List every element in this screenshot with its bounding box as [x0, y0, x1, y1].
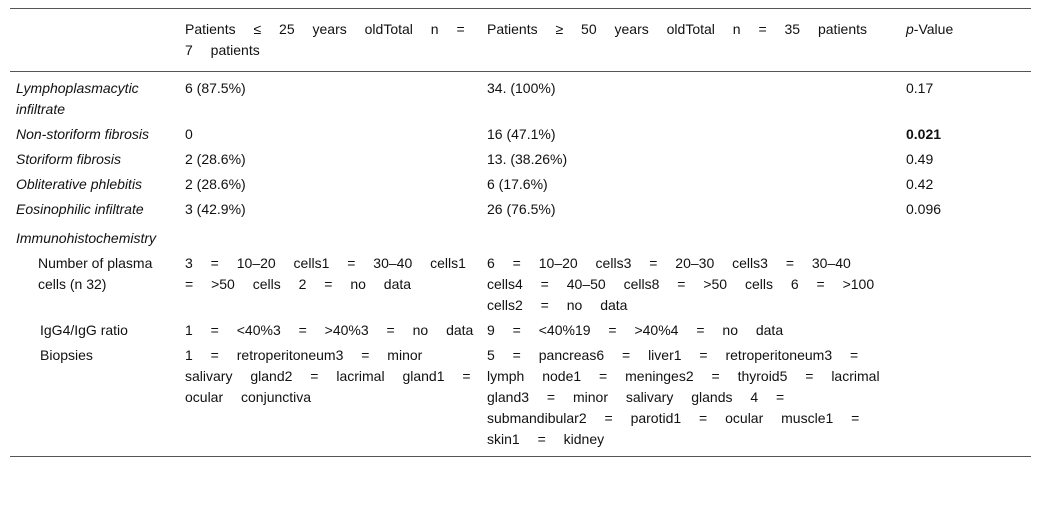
cell-old: 16 (47.1%) [487, 126, 556, 142]
cell-p: 0.49 [906, 151, 934, 167]
header-old-patients: Patients ≥ 50 years oldTotal n = 35 pati… [487, 21, 868, 37]
cell-young: 2 (28.6%) [185, 151, 246, 167]
table-row: Lymphoplasmacytic infiltrate 6 (87.5%) 3… [10, 72, 1031, 123]
cell-young: 3 (42.9%) [185, 201, 246, 217]
table-row: Obliterative phlebitis 2 (28.6%) 6 (17.6… [10, 172, 1031, 197]
row-label: Eosinophilic infiltrate [16, 201, 144, 217]
table-row: Eosinophilic infiltrate 3 (42.9%) 26 (76… [10, 197, 1031, 222]
table-row: Number of plasma cells (n 32) 3 = 10–20 … [10, 251, 1031, 318]
section-row: Immunohistochemistry [10, 222, 1031, 251]
row-label: Storiform fibrosis [16, 151, 122, 167]
header-empty [10, 9, 179, 72]
cell-p [900, 318, 1031, 343]
row-label: Number of plasma cells (n 32) [38, 255, 153, 292]
cell-old: 34. (100%) [487, 80, 556, 96]
cell-old: 6 = 10–20 cells3 = 20–30 cells3 = 30–40 … [487, 255, 875, 313]
cell-young: 2 (28.6%) [185, 176, 246, 192]
cell-young: 0 [185, 126, 193, 142]
table-header-row: Patients ≤ 25 years oldTotal n = 7 patie… [10, 8, 1031, 72]
comparison-table: Patients ≤ 25 years oldTotal n = 7 patie… [10, 8, 1031, 457]
cell-young: 3 = 10–20 cells1 = 30–40 cells1 = >50 ce… [185, 255, 466, 292]
cell-old: 26 (76.5%) [487, 201, 556, 217]
table-row: Biopsies 1 = retroperitoneum3 = minor sa… [10, 343, 1031, 457]
row-label: Non-storiform fibrosis [16, 126, 150, 142]
table-container: Patients ≤ 25 years oldTotal n = 7 patie… [10, 8, 1031, 457]
cell-old: 9 = <40%19 = >40%4 = no data [487, 322, 784, 338]
cell-old: 6 (17.6%) [487, 176, 548, 192]
cell-p [900, 251, 1031, 318]
row-label: IgG4/IgG ratio [40, 322, 128, 338]
row-label: Obliterative phlebitis [16, 176, 143, 192]
row-label: Lymphoplasmacytic infiltrate [16, 80, 139, 117]
cell-p-significant: 0.021 [906, 126, 942, 142]
cell-young: 1 = retroperitoneum3 = minor salivary gl… [185, 347, 471, 405]
cell-p [900, 343, 1031, 457]
section-label: Immunohistochemistry [16, 230, 157, 246]
header-p-suffix: -Value [913, 21, 954, 37]
cell-old: 5 = pancreas6 = liver1 = retroperitoneum… [487, 347, 880, 447]
header-young-patients: Patients ≤ 25 years oldTotal n = 7 patie… [185, 21, 465, 58]
table-row: IgG4/IgG ratio 1 = <40%3 = >40%3 = no da… [10, 318, 1031, 343]
table-row: Storiform fibrosis 2 (28.6%) 13. (38.26%… [10, 147, 1031, 172]
cell-old: 13. (38.26%) [487, 151, 568, 167]
header-p-letter: p [906, 21, 914, 37]
cell-p: 0.42 [906, 176, 934, 192]
table-row: Non-storiform fibrosis 0 16 (47.1%) 0.02… [10, 122, 1031, 147]
cell-young: 1 = <40%3 = >40%3 = no data [185, 322, 474, 338]
cell-young: 6 (87.5%) [185, 80, 246, 96]
row-label: Biopsies [40, 347, 93, 363]
cell-p: 0.096 [906, 201, 942, 217]
header-p-value: p-Value [900, 9, 1031, 72]
cell-p: 0.17 [906, 80, 934, 96]
